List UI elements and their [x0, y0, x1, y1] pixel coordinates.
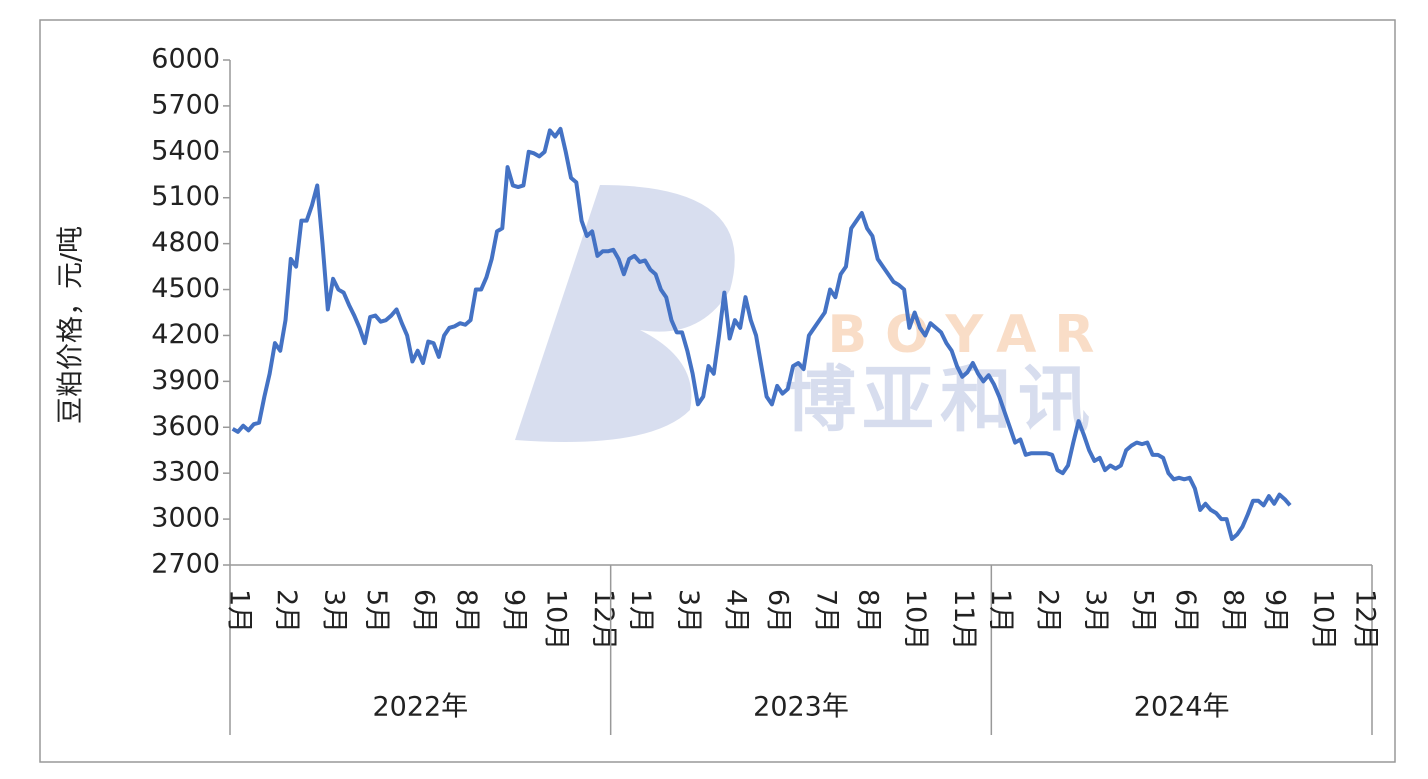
x-tick-label: 7月 — [810, 589, 841, 633]
x-tick-label: 5月 — [361, 589, 392, 633]
y-tick-label: 2700 — [151, 549, 220, 580]
y-tick-label: 6000 — [151, 44, 220, 75]
y-tick-label: 4500 — [151, 273, 220, 304]
x-tick-label: 3月 — [319, 589, 350, 633]
y-tick-label: 5100 — [151, 181, 220, 212]
x-tick-label: 9月 — [498, 589, 529, 633]
x-tick-label: 2月 — [1032, 589, 1063, 633]
x-tick-label: 1月 — [625, 589, 656, 633]
y-tick-label: 3300 — [151, 457, 220, 488]
x-tick-label: 6月 — [763, 589, 794, 633]
y-tick-label: 3600 — [151, 411, 220, 442]
group-label: 2022年 — [372, 692, 468, 723]
x-tick-label: 6月 — [408, 589, 439, 633]
x-tick-label: 10月 — [541, 589, 572, 650]
x-tick-label: 3月 — [673, 589, 704, 633]
group-label: 2024年 — [1134, 692, 1230, 723]
watermark-logo — [515, 185, 735, 442]
group-label: 2023年 — [753, 692, 849, 723]
watermark: BOYAR 博亚和讯 — [515, 185, 1113, 442]
x-tick-label: 2月 — [271, 589, 302, 633]
x-tick-label: 3月 — [1080, 589, 1111, 633]
x-tick-label: 9月 — [1260, 589, 1291, 633]
x-tick-label: 10月 — [900, 589, 931, 650]
x-tick-label: 12月 — [588, 589, 619, 650]
y-tick-label: 3900 — [151, 365, 220, 396]
y-tick-label: 5400 — [151, 135, 220, 166]
y-tick-label: 3000 — [151, 503, 220, 534]
y-axis-label: 豆粕价格，元/吨 — [56, 226, 87, 424]
x-tick-label: 8月 — [1217, 589, 1248, 633]
watermark-latin: BOYAR — [828, 305, 1113, 365]
x-tick-label: 1月 — [223, 589, 254, 633]
x-tick-label: 11月 — [948, 589, 979, 650]
x-tick-label: 4月 — [720, 589, 751, 633]
y-tick-label: 4800 — [151, 227, 220, 258]
x-tick-label: 10月 — [1307, 589, 1338, 650]
price-line — [231, 126, 1292, 541]
x-tick-label: 5月 — [1128, 589, 1159, 633]
x-tick-label: 8月 — [853, 589, 884, 633]
x-tick-label: 12月 — [1350, 589, 1381, 650]
chart-frame — [39, 19, 1396, 763]
x-tick-label: 8月 — [451, 589, 482, 633]
y-tick-label: 5700 — [151, 89, 220, 120]
watermark-chinese: 博亚和讯 — [784, 358, 1096, 442]
x-tick-label: 1月 — [985, 589, 1016, 633]
y-tick-label: 4200 — [151, 319, 220, 350]
x-tick-label: 6月 — [1170, 589, 1201, 633]
